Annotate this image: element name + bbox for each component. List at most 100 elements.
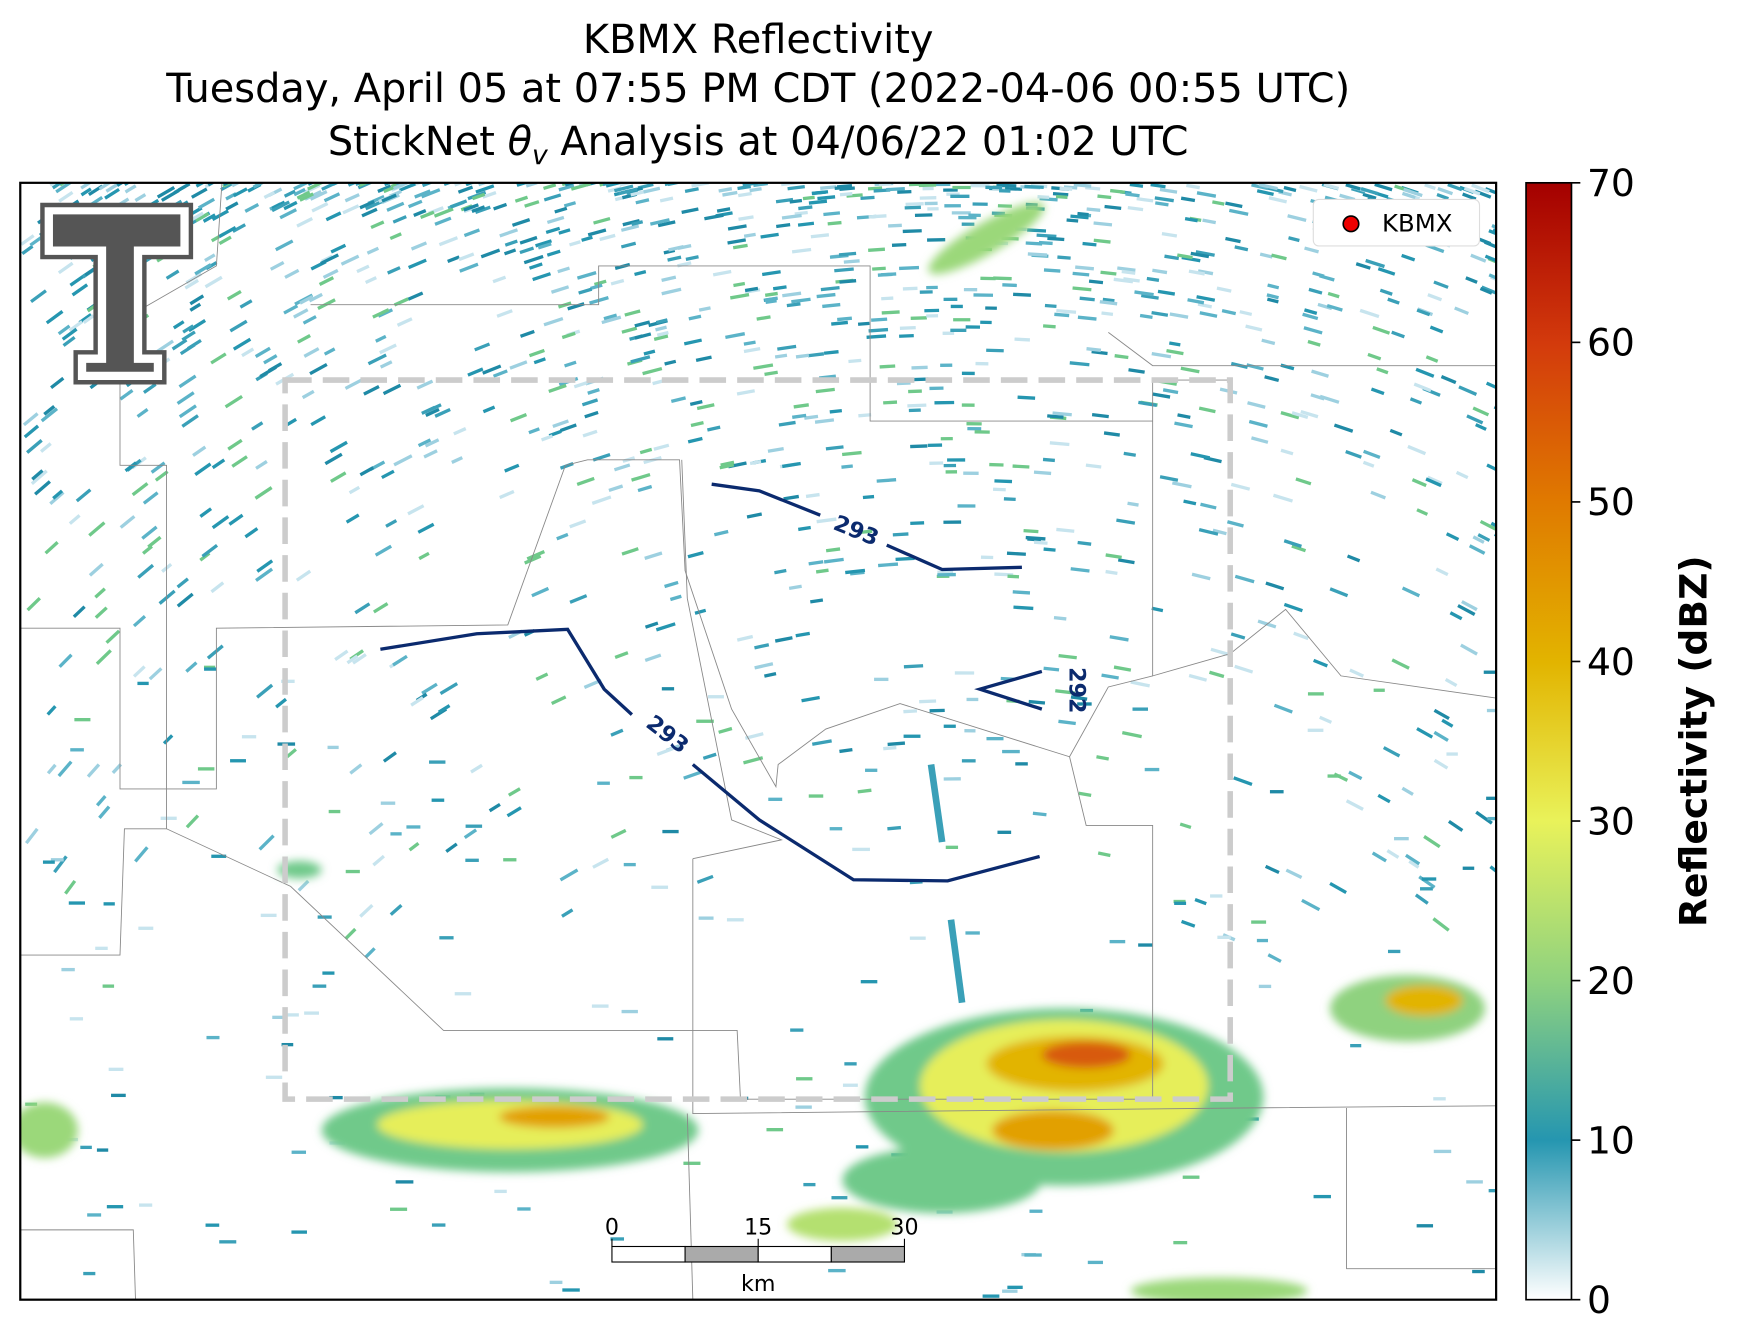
echo [1382,746,1401,758]
echo [359,903,374,918]
echo [46,705,57,716]
echo [621,547,639,556]
echo [841,450,862,457]
echo [226,290,242,301]
echo [46,763,57,775]
echo [1082,241,1097,247]
echo [1403,187,1423,198]
echo [1144,767,1160,772]
echo [550,695,567,706]
echo [211,515,230,530]
echo [1447,819,1464,832]
echo [392,215,407,224]
echo [795,1105,812,1109]
echo [158,589,176,605]
echo [528,262,543,270]
echo [820,185,837,190]
echo [1174,421,1193,429]
echo [545,226,561,235]
echo [58,191,74,203]
echo [1435,567,1449,577]
echo [160,188,180,202]
echo [712,269,732,277]
echo [973,293,994,297]
echo [1445,532,1460,541]
echo [634,332,652,340]
echo [492,275,507,284]
echo [421,682,438,695]
echo [970,183,990,188]
echo [1490,521,1497,532]
echo [1433,1097,1446,1101]
echo [561,331,576,340]
echo [1164,254,1180,261]
echo [831,320,849,326]
echo [482,405,496,414]
echo [359,466,375,477]
echo [537,242,552,250]
echo [1056,308,1077,314]
echo [57,261,74,275]
echo [1200,502,1217,510]
echo [760,232,779,239]
echo [980,320,992,325]
echo [160,816,177,820]
echo [1114,354,1129,360]
echo [546,249,561,257]
echo [309,362,328,376]
echo [927,238,946,242]
echo [817,195,836,201]
echo [592,452,611,462]
echo [597,781,610,785]
echo [1273,703,1293,714]
echo [418,551,430,561]
echo [192,445,207,457]
echo [260,913,277,918]
echo [793,403,809,409]
echo [94,606,108,619]
echo [1152,268,1168,275]
colorbar-tick-label: 50 [1587,480,1635,524]
echo [1363,449,1381,459]
echo [206,644,224,660]
echo [1425,477,1442,488]
echo [591,495,612,505]
echo [791,247,812,254]
echo [1268,196,1288,204]
echo [1208,670,1225,679]
echo [137,681,149,686]
echo [592,857,610,869]
echo [994,479,1013,484]
echo [1327,291,1340,299]
echo [593,216,611,225]
echo [1043,268,1061,273]
echo [301,389,315,400]
echo [134,193,147,203]
echo [516,182,534,187]
echo [138,926,154,930]
echo [764,671,777,678]
echo [907,403,927,408]
echo [1304,246,1320,254]
echo [425,407,440,417]
echo [1466,1180,1483,1184]
title-subscript: v [532,140,549,171]
echo [1433,730,1449,742]
echo [578,287,593,295]
title-line: KBMX Reflectivity [583,17,934,63]
echo [929,708,945,713]
echo [1299,184,1318,193]
echo [1484,240,1497,249]
echo [1295,477,1312,486]
echo [379,360,393,369]
echo [684,187,699,194]
echo [961,759,976,763]
echo [108,1067,124,1072]
echo [829,408,843,414]
echo [810,233,830,239]
echo [855,1145,869,1149]
echo [1055,689,1076,695]
echo [777,344,797,351]
echo [528,427,540,435]
echo [465,858,479,862]
